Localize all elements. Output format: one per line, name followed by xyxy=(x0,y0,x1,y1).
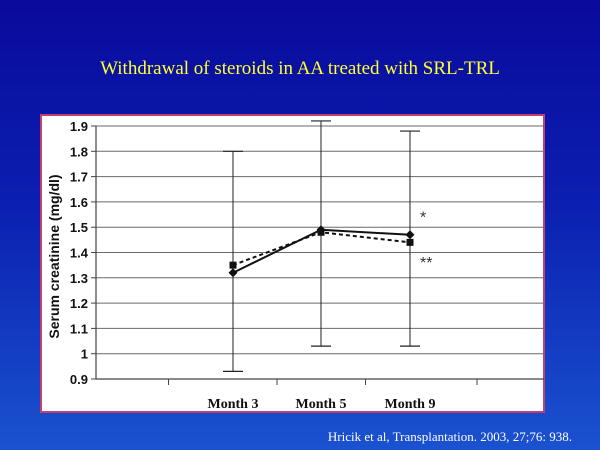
line-chart: 0.9 1 1.1 1.2 1.3 1.4 1.5 1.6 1.7 1.8 1.9 Month 3 Mo… xyxy=(46,119,544,412)
y-tick-label: 1.8 xyxy=(70,144,88,159)
y-tick-label: 0.9 xyxy=(70,372,88,387)
y-axis-label: Serum creatinine (mg/dl) xyxy=(46,174,62,338)
significance-annotation: ** xyxy=(420,255,432,272)
y-tick-label: 1 xyxy=(81,347,88,362)
data-point-square xyxy=(229,261,237,269)
x-category-label: Month 3 xyxy=(208,397,259,412)
y-tick-label: 1.7 xyxy=(70,170,88,185)
significance-annotation: * xyxy=(420,210,426,227)
y-tick-label: 1.5 xyxy=(70,220,88,235)
data-point-square xyxy=(317,228,325,236)
x-category-label: Month 9 xyxy=(385,397,436,412)
y-tick-label: 1.4 xyxy=(70,246,89,261)
y-tick-label: 1.2 xyxy=(70,296,88,311)
chart-frame: 0.9 1 1.1 1.2 1.3 1.4 1.5 1.6 1.7 1.8 1.9 Month 3 Mo… xyxy=(40,114,545,413)
y-tick-label: 1.6 xyxy=(70,195,88,210)
data-point-square xyxy=(406,238,414,246)
y-tick-label: 1.9 xyxy=(70,119,88,134)
slide-title: Withdrawal of steroids in AA treated wit… xyxy=(100,58,500,79)
data-point-diamond xyxy=(228,268,238,278)
y-tick-label: 1.1 xyxy=(70,321,88,336)
data-point-diamond xyxy=(405,230,415,240)
y-tick-label: 1.3 xyxy=(70,271,88,286)
citation: Hricik et al, Transplantation. 2003, 27;… xyxy=(327,429,572,444)
x-category-label: Month 5 xyxy=(296,397,347,412)
